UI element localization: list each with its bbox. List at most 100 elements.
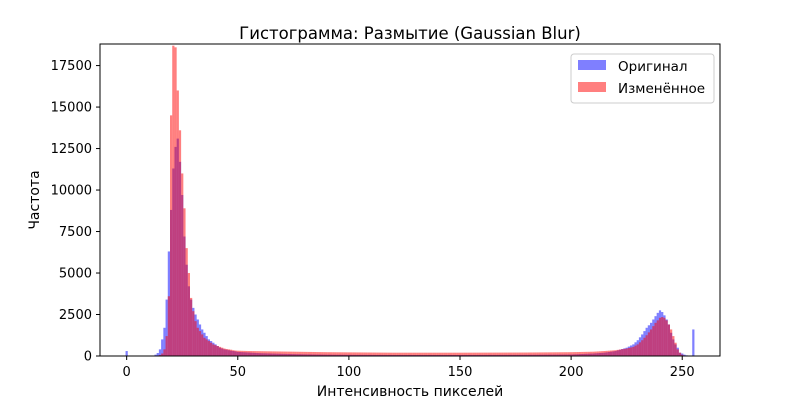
- histogram-bar: [396, 352, 399, 356]
- histogram-bar: [476, 352, 479, 356]
- y-tick-label: 10000: [51, 184, 92, 199]
- histogram-bar: [478, 352, 482, 356]
- histogram-bar: [174, 47, 177, 356]
- histogram-bar: [552, 352, 555, 356]
- histogram-bar: [496, 352, 499, 356]
- histogram-bar: [505, 352, 508, 356]
- histogram-bar: [683, 354, 686, 356]
- histogram-bar: [665, 320, 668, 356]
- histogram-bar: [347, 352, 350, 356]
- histogram-bar: [596, 351, 599, 356]
- histogram-bar: [425, 352, 428, 356]
- histogram-bar: [394, 352, 397, 356]
- histogram-bar: [234, 350, 237, 356]
- histogram-bar: [578, 351, 582, 356]
- histogram-bar: [192, 311, 195, 356]
- histogram-bar: [238, 350, 242, 356]
- histogram-bar: [212, 344, 215, 356]
- histogram-bar: [587, 351, 590, 356]
- histogram-bar: [427, 352, 430, 356]
- histogram-bar: [241, 350, 244, 356]
- histogram-bar: [261, 351, 264, 356]
- histogram-bar: [203, 337, 206, 356]
- histogram-bar: [561, 352, 564, 356]
- histogram-bar: [245, 350, 248, 356]
- histogram-bar: [603, 351, 606, 356]
- histogram-bar: [507, 352, 510, 356]
- histogram-bar: [618, 349, 622, 356]
- histogram-bar: [510, 352, 513, 356]
- histogram-bar: [198, 331, 202, 356]
- histogram-bar: [250, 351, 253, 356]
- histogram-bar: [512, 352, 515, 356]
- legend-swatch-modified: [578, 82, 606, 92]
- histogram-bar: [672, 336, 675, 356]
- histogram-bar: [254, 351, 257, 356]
- histogram-bar: [172, 45, 175, 356]
- histogram-bar: [663, 317, 666, 356]
- histogram-bar: [125, 351, 128, 356]
- histogram-bar: [290, 351, 293, 356]
- histogram-bar: [410, 352, 413, 356]
- histogram-bar: [583, 351, 586, 356]
- histogram-bar: [285, 351, 288, 356]
- histogram-bar: [658, 317, 662, 356]
- histogram-bar: [443, 352, 446, 356]
- histogram-bar: [243, 350, 246, 356]
- histogram-bar: [434, 352, 437, 356]
- histogram-bar: [414, 352, 417, 356]
- histogram-bar: [534, 352, 537, 356]
- histogram-bar: [372, 352, 375, 356]
- histogram-bar: [623, 348, 626, 356]
- histogram-bar: [338, 352, 342, 356]
- histogram-bar: [183, 208, 186, 356]
- histogram-bar: [447, 352, 450, 356]
- histogram-bar: [676, 349, 679, 356]
- histogram-bar: [303, 351, 306, 356]
- histogram-bar: [530, 352, 533, 356]
- histogram-bar: [565, 352, 568, 356]
- histogram-bar: [547, 352, 550, 356]
- histogram-bar: [263, 351, 266, 356]
- histogram-bar: [398, 352, 402, 356]
- histogram-bar: [472, 352, 475, 356]
- histogram-bar: [407, 352, 410, 356]
- histogram-bar: [503, 352, 506, 356]
- histogram-bar: [652, 326, 655, 356]
- histogram-bar: [554, 352, 557, 356]
- histogram-bar: [438, 352, 442, 356]
- histogram-bar: [532, 352, 535, 356]
- histogram-bar: [387, 352, 390, 356]
- histogram-bar: [523, 352, 526, 356]
- histogram-bar: [490, 352, 493, 356]
- histogram-bar: [341, 352, 344, 356]
- histogram-bar: [670, 329, 673, 356]
- histogram-bar: [258, 351, 262, 356]
- histogram-bar: [516, 352, 519, 356]
- histogram-bar: [161, 339, 164, 356]
- histogram-bar: [467, 352, 470, 356]
- histogram-bar: [461, 352, 464, 356]
- histogram-bar: [374, 352, 377, 356]
- histogram-bar: [154, 354, 157, 356]
- histogram-bar: [365, 352, 368, 356]
- histogram-bar: [570, 352, 573, 356]
- legend-label-original: Оригинал: [618, 59, 688, 75]
- histogram-bar: [294, 351, 297, 356]
- histogram-bar: [178, 130, 182, 356]
- histogram-bar: [452, 352, 455, 356]
- histogram-bar: [163, 349, 166, 356]
- histogram-bar: [314, 352, 317, 356]
- histogram-bar: [416, 352, 419, 356]
- histogram-bar: [221, 347, 224, 356]
- histogram-bar: [636, 344, 639, 356]
- histogram-bar: [223, 348, 226, 356]
- histogram-bar: [205, 339, 208, 356]
- histogram-bar: [621, 349, 624, 356]
- histogram-bar: [330, 352, 333, 356]
- histogram-bar: [432, 352, 435, 356]
- histogram-bar: [592, 351, 595, 356]
- histogram-bar: [392, 352, 395, 356]
- histogram-bar: [383, 352, 386, 356]
- histogram-bar: [643, 337, 646, 356]
